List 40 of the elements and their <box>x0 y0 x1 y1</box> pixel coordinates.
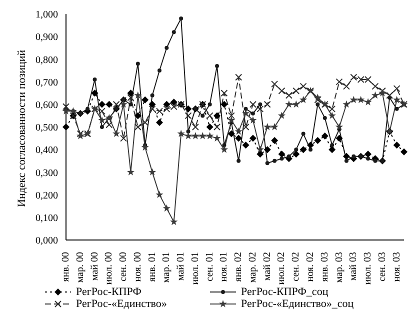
y-tick-label: 0,400 <box>36 145 58 156</box>
y-tick-label: 0,200 <box>36 190 58 202</box>
legend-label: РегРос-КПРФ_соц <box>241 286 328 298</box>
x-tick-label: янв. 00 <box>60 252 72 282</box>
y-tick-label: 0,300 <box>36 168 58 179</box>
legend-label: РегРос-КПРФ <box>76 286 142 298</box>
x-tick-label: сен. 02 <box>290 252 302 282</box>
x-tick-label: мар. 00 <box>74 252 86 283</box>
x-tick-label: мар. 02 <box>247 252 258 283</box>
y-tick-label: 0,000 <box>36 236 58 247</box>
y-axis-title: Индекс согласованности позиций <box>16 50 28 207</box>
y-tick-label: 0,800 <box>36 54 58 66</box>
x-tick-label: янв. 03 <box>319 252 330 282</box>
x-tick-label: янв. 02 <box>233 252 244 282</box>
x-tick-label: май 03 <box>348 252 360 281</box>
x-tick-label: мар. 01 <box>161 252 172 283</box>
y-tick-label: 0,600 <box>36 100 58 111</box>
x-tick-label: мар. 03 <box>334 252 345 283</box>
x-tick-label: сен. 01 <box>204 252 216 282</box>
x-tick-label: ноя. 00 <box>132 252 144 282</box>
y-tick-label: 0,900 <box>36 32 58 44</box>
x-tick-label: сен. 03 <box>376 252 388 282</box>
x-tick-label: сен. 00 <box>118 252 130 282</box>
x-tick-label: май 00 <box>89 252 100 281</box>
legend-label: РегРос-«Единство»_соц <box>241 298 354 310</box>
x-tick-label: ноя. 01 <box>218 252 230 282</box>
x-tick-label: янв. 01 <box>146 252 158 282</box>
legend-label: РегРос-«Единство» <box>76 298 167 310</box>
x-tick-label: май 02 <box>262 252 273 281</box>
x-tick-label: ноя. 03 <box>391 252 402 282</box>
x-tick-label: июл. 01 <box>190 252 201 285</box>
x-tick-label: ноя. 02 <box>305 252 316 282</box>
x-tick-label: июл. 03 <box>362 252 374 285</box>
y-tick-label: 1,000 <box>36 10 58 21</box>
x-tick-label: июл. 00 <box>104 252 115 285</box>
y-tick-label: 0,500 <box>36 122 58 134</box>
x-tick-label: май 01 <box>176 252 187 281</box>
y-tick-label: 0,700 <box>36 77 58 88</box>
x-tick-label: июл. 02 <box>276 252 288 285</box>
y-tick-label: 0,100 <box>36 212 58 224</box>
